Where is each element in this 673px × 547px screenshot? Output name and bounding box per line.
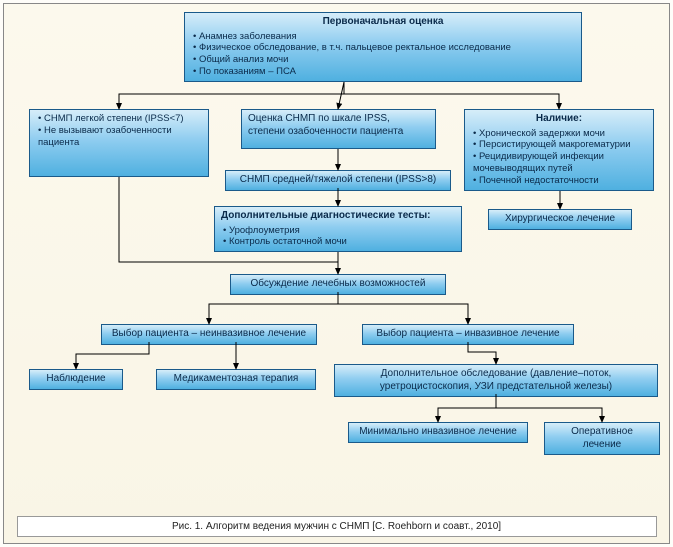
node-operative: Оперативное лечение: [544, 422, 660, 455]
node-additional-tests: Дополнительные диагностические тесты: Ур…: [214, 206, 462, 252]
node-noninvasive-choice: Выбор пациента – неинвазивное лечение: [101, 324, 317, 345]
edge: [209, 292, 338, 324]
node-invasive-choice: Выбор пациента – инвазивное лечение: [362, 324, 574, 345]
edge: [468, 342, 496, 364]
node-discuss-options: Обсуждение лечебных возможностей: [230, 274, 446, 295]
node-initial-assessment: Первоначальная оценка Анамнез заболевани…: [184, 12, 582, 82]
node-list: Урофлоуметрия Контроль остаточной мочи: [221, 225, 455, 249]
node-title: Первоначальная оценка: [191, 16, 575, 29]
edge: [344, 82, 559, 109]
edge: [338, 82, 344, 109]
node-observation: Наблюдение: [29, 369, 123, 390]
node-moderate-severe: СНМП средней/тяжелой степени (IPSS>8): [225, 170, 451, 191]
edge: [76, 342, 149, 369]
node-minimally-invasive: Минимально инвазивное лечение: [348, 422, 528, 443]
node-surgical-treatment: Хирургическое лечение: [488, 209, 632, 230]
node-list: Хронической задержки мочи Персистирующей…: [471, 128, 647, 187]
edge: [338, 292, 468, 324]
node-medication: Медикаментозная терапия: [156, 369, 316, 390]
edge: [496, 394, 602, 422]
node-mild-luts: СНМП легкой степени (IPSS<7) Не вызывают…: [29, 109, 209, 177]
flowchart-canvas: Первоначальная оценка Анамнез заболевани…: [3, 3, 670, 544]
node-ipss-assessment: Оценка СНМП по шкале IPSS, степени озабо…: [241, 109, 436, 149]
node-title: Дополнительные диагностические тесты:: [221, 210, 455, 223]
edge: [119, 82, 344, 109]
node-list: Анамнез заболевания Физическое обследова…: [191, 31, 575, 79]
node-title: Наличие:: [471, 113, 647, 126]
edge: [438, 394, 496, 422]
node-list: СНМП легкой степени (IPSS<7) Не вызывают…: [36, 113, 202, 149]
node-additional-exam: Дополнительное обследование (давление–по…: [334, 364, 658, 397]
node-presence: Наличие: Хронической задержки мочи Перси…: [464, 109, 654, 191]
figure-caption: Рис. 1. Алгоритм ведения мужчин с СНМП […: [17, 516, 657, 537]
